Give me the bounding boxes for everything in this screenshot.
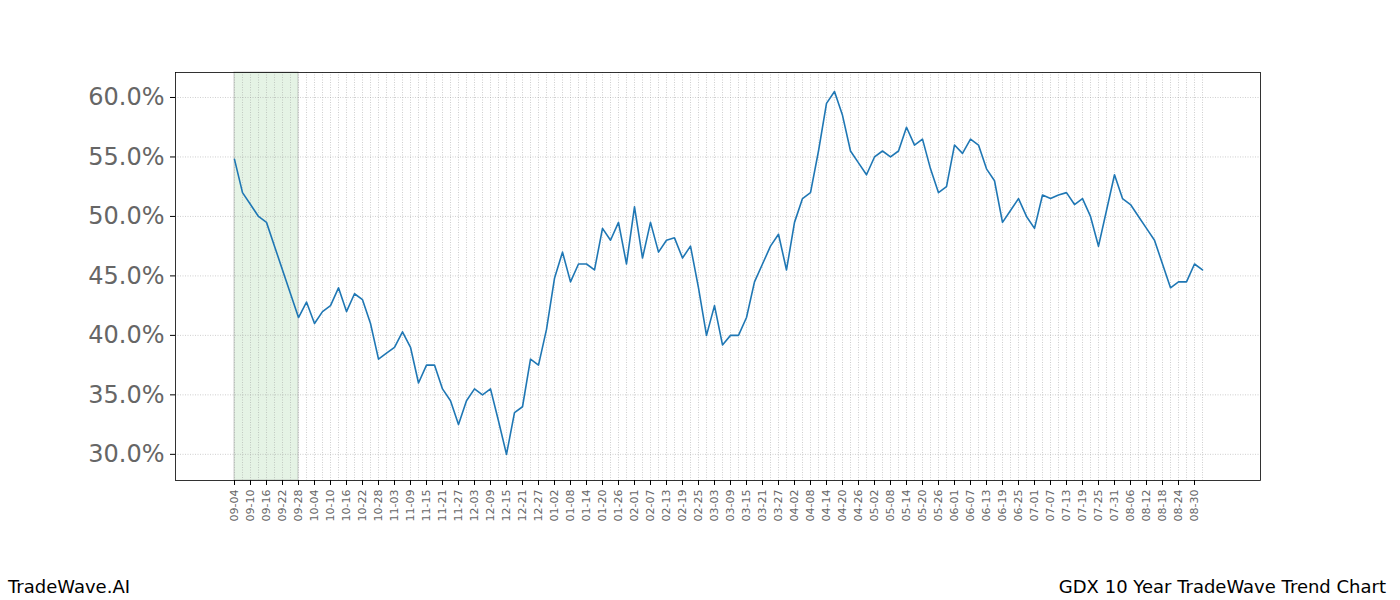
svg-text:04-08: 04-08 [804,490,817,522]
svg-text:09-04: 09-04 [228,490,241,522]
svg-text:05-20: 05-20 [916,490,929,522]
svg-text:10-16: 10-16 [340,490,353,522]
svg-text:01-14: 01-14 [580,490,593,522]
svg-text:45.0%: 45.0% [88,262,164,290]
svg-text:11-03: 11-03 [388,490,401,522]
html-text:TradeWave.AI: TradeWave.AI [8,576,130,597]
svg-text:06-07: 06-07 [964,490,977,522]
svg-text:04-14: 04-14 [820,490,833,522]
svg-text:55.0%: 55.0% [88,143,164,171]
svg-text:07-31: 07-31 [1108,490,1121,522]
svg-text:10-28: 10-28 [372,490,385,522]
svg-text:50.0%: 50.0% [88,202,164,230]
svg-text:01-02: 01-02 [548,490,561,522]
svg-text:01-20: 01-20 [596,490,609,522]
svg-text:03-27: 03-27 [772,490,785,522]
svg-text:30.0%: 30.0% [88,440,164,468]
svg-text:10-04: 10-04 [308,490,321,522]
svg-text:11-21: 11-21 [436,490,449,522]
svg-text:02-07: 02-07 [644,490,657,522]
svg-text:05-14: 05-14 [900,490,913,522]
svg-text:02-13: 02-13 [660,490,673,522]
svg-text:07-13: 07-13 [1060,490,1073,522]
svg-text:09-22: 09-22 [276,490,289,522]
svg-text:05-02: 05-02 [868,490,881,522]
html-text:GDX 10 Year TradeWave Trend Ch: GDX 10 Year TradeWave Trend Chart [1058,576,1386,597]
svg-text:07-19: 07-19 [1076,490,1089,522]
svg-text:60.0%: 60.0% [88,83,164,111]
svg-text:12-21: 12-21 [516,490,529,522]
svg-text:02-25: 02-25 [692,490,705,522]
svg-text:02-01: 02-01 [628,490,641,522]
svg-text:06-19: 06-19 [996,490,1009,522]
svg-text:03-09: 03-09 [724,490,737,522]
svg-text:35.0%: 35.0% [88,381,164,409]
svg-text:08-18: 08-18 [1156,490,1169,522]
svg-text:12-27: 12-27 [532,490,545,522]
svg-text:07-25: 07-25 [1092,490,1105,522]
svg-text:08-12: 08-12 [1140,490,1153,522]
svg-text:04-26: 04-26 [852,490,865,522]
svg-text:03-21: 03-21 [756,490,769,522]
svg-text:09-16: 09-16 [260,490,273,522]
svg-text:08-24: 08-24 [1172,490,1185,522]
svg-text:01-26: 01-26 [612,490,625,522]
svg-text:09-28: 09-28 [292,490,305,522]
svg-text:09-10: 09-10 [244,490,257,522]
svg-text:11-27: 11-27 [452,490,465,522]
svg-text:12-03: 12-03 [468,490,481,522]
svg-text:04-02: 04-02 [788,490,801,522]
svg-text:06-25: 06-25 [1012,490,1025,522]
svg-text:12-15: 12-15 [500,490,513,522]
svg-text:02-19: 02-19 [676,490,689,522]
svg-text:05-26: 05-26 [932,490,945,522]
svg-text:03-15: 03-15 [740,490,753,522]
svg-text:01-08: 01-08 [564,490,577,522]
svg-text:05-08: 05-08 [884,490,897,522]
svg-text:11-09: 11-09 [404,490,417,522]
html-text:2024-09-04 to 2024-09-27: 2024-09-04 to 2024-09-27 [1147,2,1386,23]
svg-text:11-15: 11-15 [420,490,433,522]
svg-text:12-09: 12-09 [484,490,497,522]
svg-text:06-13: 06-13 [980,490,993,522]
svg-text:07-07: 07-07 [1044,490,1057,522]
svg-text:07-01: 07-01 [1028,490,1041,522]
svg-text:10-22: 10-22 [356,490,369,522]
svg-text:40.0%: 40.0% [88,321,164,349]
svg-text:10-10: 10-10 [324,490,337,522]
svg-text:04-20: 04-20 [836,490,849,522]
svg-text:03-03: 03-03 [708,490,721,522]
svg-text:08-30: 08-30 [1188,490,1201,522]
svg-text:06-01: 06-01 [948,490,961,522]
svg-text:08-06: 08-06 [1124,490,1137,522]
